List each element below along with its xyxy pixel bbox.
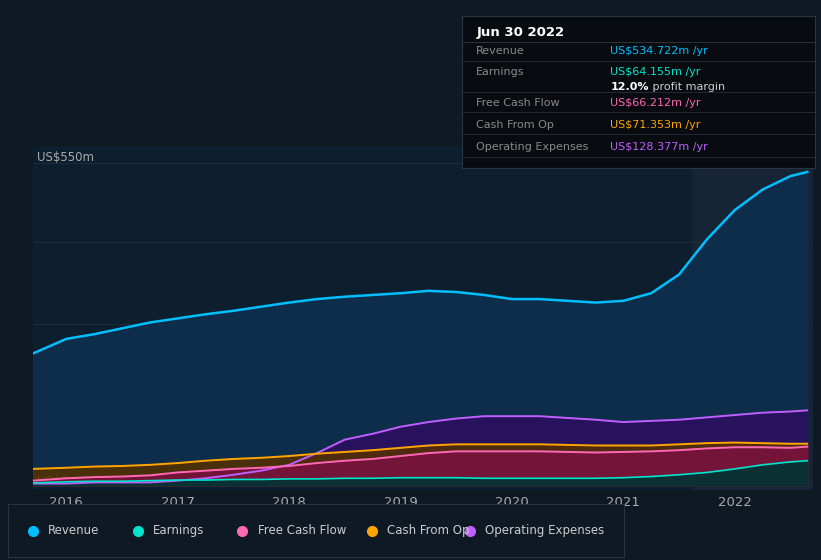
Text: Earnings: Earnings (476, 67, 525, 77)
Text: Revenue: Revenue (476, 46, 525, 56)
Text: US$534.722m /yr: US$534.722m /yr (611, 46, 709, 56)
Text: US$550m: US$550m (37, 151, 94, 164)
Text: Free Cash Flow: Free Cash Flow (258, 524, 346, 537)
Text: Free Cash Flow: Free Cash Flow (476, 98, 560, 108)
Text: Operating Expenses: Operating Expenses (476, 142, 589, 152)
Text: 12.0%: 12.0% (611, 82, 649, 92)
Text: Earnings: Earnings (153, 524, 204, 537)
Text: profit margin: profit margin (649, 82, 726, 92)
Text: Revenue: Revenue (48, 524, 99, 537)
Text: US$71.353m /yr: US$71.353m /yr (611, 120, 701, 130)
Text: Cash From Op: Cash From Op (387, 524, 470, 537)
Text: Cash From Op: Cash From Op (476, 120, 554, 130)
Text: Operating Expenses: Operating Expenses (485, 524, 604, 537)
Bar (692, 146, 813, 490)
Text: Jun 30 2022: Jun 30 2022 (476, 26, 565, 39)
Text: US$0: US$0 (37, 475, 67, 488)
Text: US$66.212m /yr: US$66.212m /yr (611, 98, 701, 108)
Text: US$64.155m /yr: US$64.155m /yr (611, 67, 701, 77)
Text: US$128.377m /yr: US$128.377m /yr (611, 142, 709, 152)
